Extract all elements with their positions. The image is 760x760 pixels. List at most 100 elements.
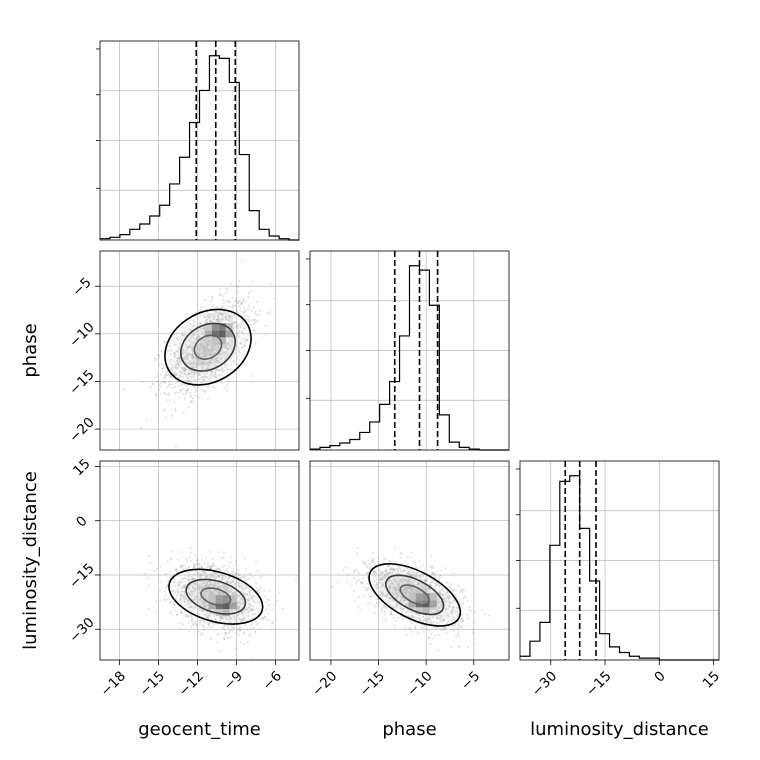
sample-point [177, 365, 180, 368]
sample-point [178, 376, 181, 379]
sample-point [202, 378, 205, 381]
sample-point [193, 356, 196, 359]
sample-point [237, 608, 240, 611]
sample-point [174, 598, 177, 601]
sample-point [241, 613, 244, 616]
sample-point [166, 386, 169, 389]
sample-point [222, 551, 226, 554]
sample-point [248, 605, 251, 609]
sample-point [352, 577, 356, 580]
sample-point [219, 649, 222, 653]
sample-point [164, 572, 167, 576]
sample-point [187, 603, 190, 606]
sample-point [264, 594, 267, 598]
sample-point [202, 375, 205, 378]
sample-point [184, 372, 187, 375]
sample-point [221, 591, 224, 595]
sample-point [224, 356, 227, 359]
sample-point [201, 586, 204, 589]
sample-point [184, 355, 187, 358]
sample-point [346, 566, 349, 569]
sample-point [183, 598, 186, 601]
sample-point [190, 356, 193, 359]
sample-point [205, 350, 208, 353]
sample-point [199, 576, 202, 579]
sample-point [168, 361, 171, 364]
sample-point [213, 363, 216, 366]
sample-point [238, 605, 241, 608]
sample-point [180, 550, 183, 554]
sample-point [196, 364, 199, 367]
sample-point [214, 360, 217, 364]
sample-point [451, 588, 455, 591]
sample-point [446, 616, 449, 619]
sample-point [483, 612, 486, 615]
sample-point [440, 569, 443, 572]
sample-point [166, 579, 169, 582]
sample-point [229, 369, 232, 372]
sample-point [204, 299, 207, 302]
sample-point [217, 592, 220, 595]
sample-point [196, 337, 199, 340]
sample-point [184, 350, 187, 353]
sample-point [175, 366, 178, 369]
sample-point [252, 608, 255, 612]
sample-point [197, 359, 200, 362]
sample-point [414, 625, 417, 628]
sample-point [192, 377, 195, 381]
sample-point [192, 333, 196, 336]
sample-point [422, 630, 425, 633]
sample-point [218, 586, 221, 589]
sample-point [206, 589, 209, 593]
sample-point [196, 346, 199, 349]
sample-point [211, 574, 214, 577]
sample-point [468, 606, 471, 609]
sample-point [210, 350, 213, 353]
sample-point [198, 583, 201, 586]
sample-point [180, 331, 183, 334]
sample-point [174, 343, 177, 347]
x-axis-label: luminosity_distance [530, 719, 709, 740]
sample-point [170, 383, 174, 386]
sample-point [224, 362, 227, 366]
sample-point [346, 580, 349, 583]
sample-point [209, 360, 212, 363]
sample-point [236, 596, 239, 600]
sample-point [215, 319, 218, 322]
sample-point [202, 327, 205, 330]
sample-point [224, 318, 228, 321]
sample-point [447, 613, 450, 616]
sample-point [206, 320, 209, 323]
sample-point [158, 589, 162, 592]
sample-point [389, 610, 392, 613]
sample-point [206, 615, 209, 619]
sample-point [192, 599, 196, 602]
sample-point [447, 599, 450, 602]
sample-point [204, 354, 207, 357]
sample-point [182, 585, 185, 588]
sample-point [209, 362, 213, 365]
sample-point [234, 320, 237, 323]
sample-point [231, 591, 234, 594]
sample-point [231, 579, 234, 582]
sample-point [178, 359, 181, 362]
sample-point [431, 580, 434, 584]
sample-point [218, 320, 221, 323]
sample-point [185, 345, 188, 348]
sample-point [157, 363, 160, 367]
sample-point [206, 580, 209, 583]
sample-point [392, 582, 395, 586]
sample-point [200, 581, 203, 584]
sample-point [409, 622, 413, 625]
sample-point [245, 338, 249, 341]
sample-point [227, 581, 230, 584]
sample-point [171, 363, 174, 366]
sample-point [236, 614, 239, 617]
sample-point [460, 625, 463, 629]
sample-point [203, 345, 206, 348]
sample-point [213, 310, 216, 313]
sample-point [181, 590, 184, 594]
sample-point [197, 599, 200, 602]
sample-point [265, 608, 268, 611]
sample-point [185, 379, 188, 382]
